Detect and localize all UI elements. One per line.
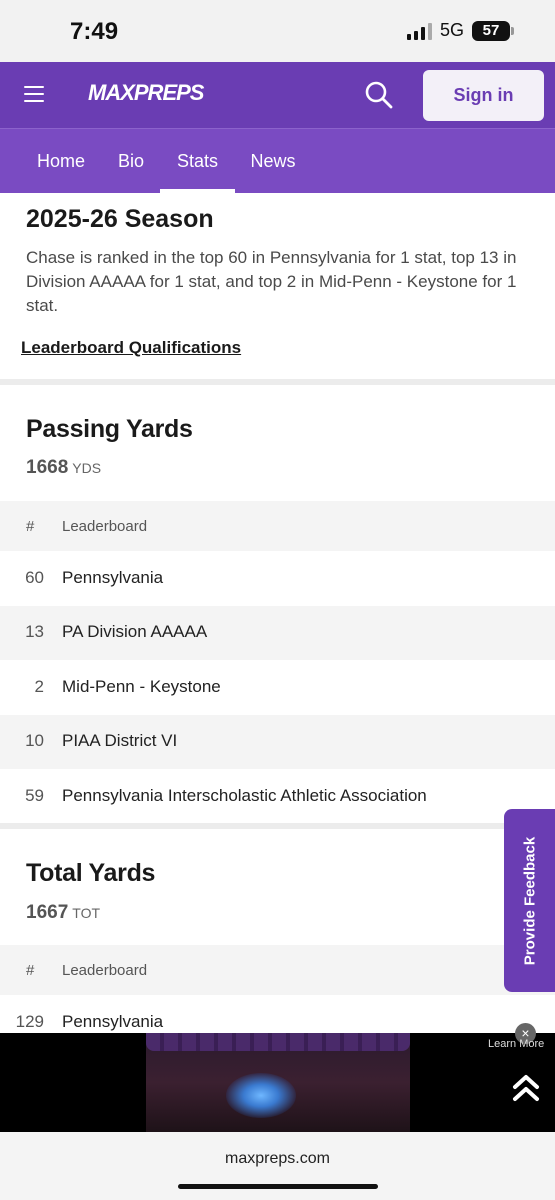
row-rank: 2 xyxy=(34,677,44,696)
row-rank: 13 xyxy=(25,622,44,641)
profile-tabs: Home Bio Stats News xyxy=(0,128,555,193)
row-leaderboard: Pennsylvania xyxy=(62,568,164,587)
stat-unit: TOT xyxy=(72,905,101,921)
double-chevron-up-icon[interactable] xyxy=(511,1073,541,1103)
column-header-rank: # xyxy=(26,518,35,535)
sign-in-button[interactable]: Sign in xyxy=(423,70,544,121)
table-row[interactable]: 60 Pennsylvania xyxy=(0,552,555,606)
ad-learn-more-link[interactable]: Learn More xyxy=(488,1038,545,1050)
home-indicator[interactable] xyxy=(178,1184,378,1189)
season-title: 2025-26 Season xyxy=(26,205,214,233)
row-leaderboard: Pennsylvania Interscholastic Athletic As… xyxy=(62,786,427,805)
season-description: Chase is ranked in the top 60 in Pennsyl… xyxy=(26,248,517,315)
ad-image[interactable] xyxy=(146,1033,410,1132)
column-header-leaderboard: Leaderboard xyxy=(62,518,148,535)
column-header-leaderboard: Leaderboard xyxy=(62,962,148,979)
row-rank: 129 xyxy=(15,1012,44,1031)
maxpreps-logo[interactable]: MAXPREPS xyxy=(88,80,204,105)
signal-icon xyxy=(406,22,432,40)
column-header-rank: # xyxy=(26,962,35,979)
row-leaderboard: Pennsylvania xyxy=(62,1012,164,1031)
url-text[interactable]: maxpreps.com xyxy=(225,1150,330,1167)
table-row[interactable]: 13 PA Division AAAAA xyxy=(0,606,555,660)
site-header: MAXPREPS Sign in xyxy=(0,62,555,128)
search-icon[interactable] xyxy=(364,80,394,110)
stat-value: 1668 YDS xyxy=(26,457,102,478)
table-row[interactable]: 10 PIAA District VI xyxy=(0,715,555,769)
stat-title: Total Yards xyxy=(26,859,156,887)
row-rank: 10 xyxy=(25,731,44,750)
leaderboard-qualifications-link[interactable]: Leaderboard Qualifications xyxy=(21,338,242,357)
row-leaderboard: Mid-Penn - Keystone xyxy=(62,677,221,696)
feedback-label: Provide Feedback xyxy=(521,836,538,965)
tab-home[interactable]: Home xyxy=(36,151,85,171)
ad-banner[interactable] xyxy=(0,1033,555,1132)
row-rank: 60 xyxy=(25,568,44,587)
tab-bio[interactable]: Bio xyxy=(117,151,144,171)
stat-unit: YDS xyxy=(72,460,102,476)
row-leaderboard: PA Division AAAAA xyxy=(62,622,208,641)
battery-icon: 57 xyxy=(472,20,514,41)
table-header: # Leaderboard xyxy=(0,501,555,551)
menu-icon[interactable] xyxy=(24,86,44,102)
row-leaderboard: PIAA District VI xyxy=(62,731,178,750)
stat-title: Passing Yards xyxy=(26,415,193,443)
row-rank: 59 xyxy=(25,786,44,805)
tab-news[interactable]: News xyxy=(250,151,296,171)
table-row[interactable]: 2 Mid-Penn - Keystone xyxy=(0,661,555,715)
provide-feedback-button[interactable]: Provide Feedback xyxy=(504,809,555,992)
table-header: # Leaderboard xyxy=(0,945,555,995)
network-type: 5G xyxy=(439,20,464,40)
browser-url-bar[interactable]: maxpreps.com xyxy=(0,1132,555,1200)
status-time: 7:49 xyxy=(70,18,119,45)
ad-close-icon[interactable]: × xyxy=(515,1023,536,1044)
stat-value: 1667 TOT xyxy=(26,902,101,923)
table-row[interactable]: 59 Pennsylvania Interscholastic Athletic… xyxy=(0,770,555,824)
tab-stats[interactable]: Stats xyxy=(160,129,235,193)
status-indicators: 5G 57 xyxy=(406,20,514,41)
table-row[interactable]: 129 Pennsylvania xyxy=(0,996,555,1050)
section-divider xyxy=(0,379,555,385)
section-divider xyxy=(0,823,555,829)
status-bar: 7:49 5G 57 xyxy=(0,0,555,62)
